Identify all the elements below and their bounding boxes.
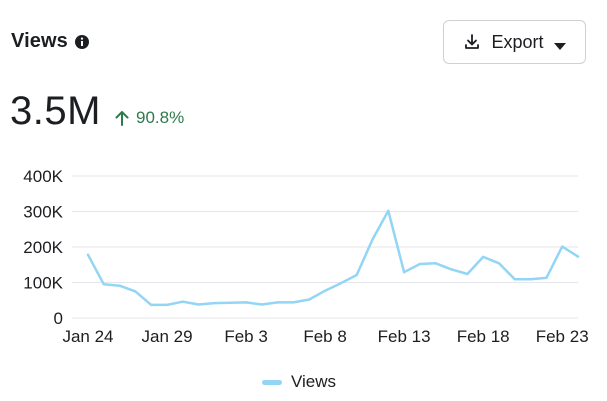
card-header: Views — [11, 30, 90, 53]
data-point[interactable] — [86, 253, 90, 257]
x-tick-label: Jan 29 — [142, 327, 193, 346]
data-point[interactable] — [481, 255, 485, 259]
x-tick-label: Feb 3 — [224, 327, 267, 346]
x-tick-label: Jan 24 — [62, 327, 113, 346]
info-circle-icon[interactable] — [74, 34, 90, 50]
download-icon — [463, 33, 481, 51]
data-point[interactable] — [545, 276, 548, 280]
y-tick-label: 400K — [23, 167, 63, 186]
data-point[interactable] — [576, 255, 580, 258]
data-point[interactable] — [529, 278, 532, 281]
data-point[interactable] — [102, 283, 106, 286]
total-views-value: 3.5M — [10, 89, 101, 133]
data-point[interactable] — [260, 303, 264, 306]
data-point[interactable] — [244, 301, 248, 304]
data-point[interactable] — [308, 298, 311, 301]
y-tick-label: 200K — [23, 238, 63, 257]
data-point[interactable] — [197, 303, 200, 306]
data-point[interactable] — [513, 278, 516, 281]
chart-legend[interactable]: Views — [262, 372, 336, 392]
data-point[interactable] — [387, 209, 390, 212]
x-tick-label: Feb 8 — [303, 327, 346, 346]
data-point[interactable] — [371, 238, 374, 241]
x-tick-label: Feb 13 — [378, 327, 431, 346]
data-point[interactable] — [355, 273, 358, 277]
data-point[interactable] — [165, 303, 169, 307]
y-tick-label: 0 — [54, 309, 63, 328]
data-point[interactable] — [339, 282, 343, 285]
data-point[interactable] — [181, 300, 185, 303]
caret-down-icon — [553, 38, 566, 50]
data-point[interactable] — [434, 262, 437, 265]
change-percent: 90.8% — [136, 108, 185, 127]
data-point[interactable] — [118, 284, 121, 287]
data-point[interactable] — [497, 262, 501, 265]
series-line-views[interactable] — [86, 209, 580, 307]
export-button-label: Export — [491, 31, 544, 52]
y-tick-label: 100K — [23, 274, 63, 293]
card-title: Views — [11, 30, 68, 52]
x-tick-label: Feb 23 — [536, 327, 589, 346]
change-indicator: 90.8% — [114, 108, 184, 128]
export-button[interactable]: Export — [443, 20, 586, 64]
arrow-up-icon — [114, 109, 130, 127]
x-tick-label: Feb 18 — [457, 327, 510, 346]
legend-label: Views — [291, 372, 337, 391]
data-point[interactable] — [229, 301, 232, 304]
data-point[interactable] — [276, 301, 279, 304]
data-point[interactable] — [213, 301, 216, 305]
data-point[interactable] — [134, 290, 137, 293]
data-point[interactable] — [450, 268, 453, 271]
legend-swatch — [262, 379, 282, 385]
data-point[interactable] — [418, 262, 422, 266]
data-point[interactable] — [402, 271, 406, 274]
data-point[interactable] — [560, 245, 564, 248]
data-point[interactable] — [292, 301, 295, 304]
data-point[interactable] — [150, 303, 153, 307]
data-point[interactable] — [323, 289, 327, 292]
data-point[interactable] — [466, 272, 469, 276]
y-tick-label: 300K — [23, 203, 63, 222]
